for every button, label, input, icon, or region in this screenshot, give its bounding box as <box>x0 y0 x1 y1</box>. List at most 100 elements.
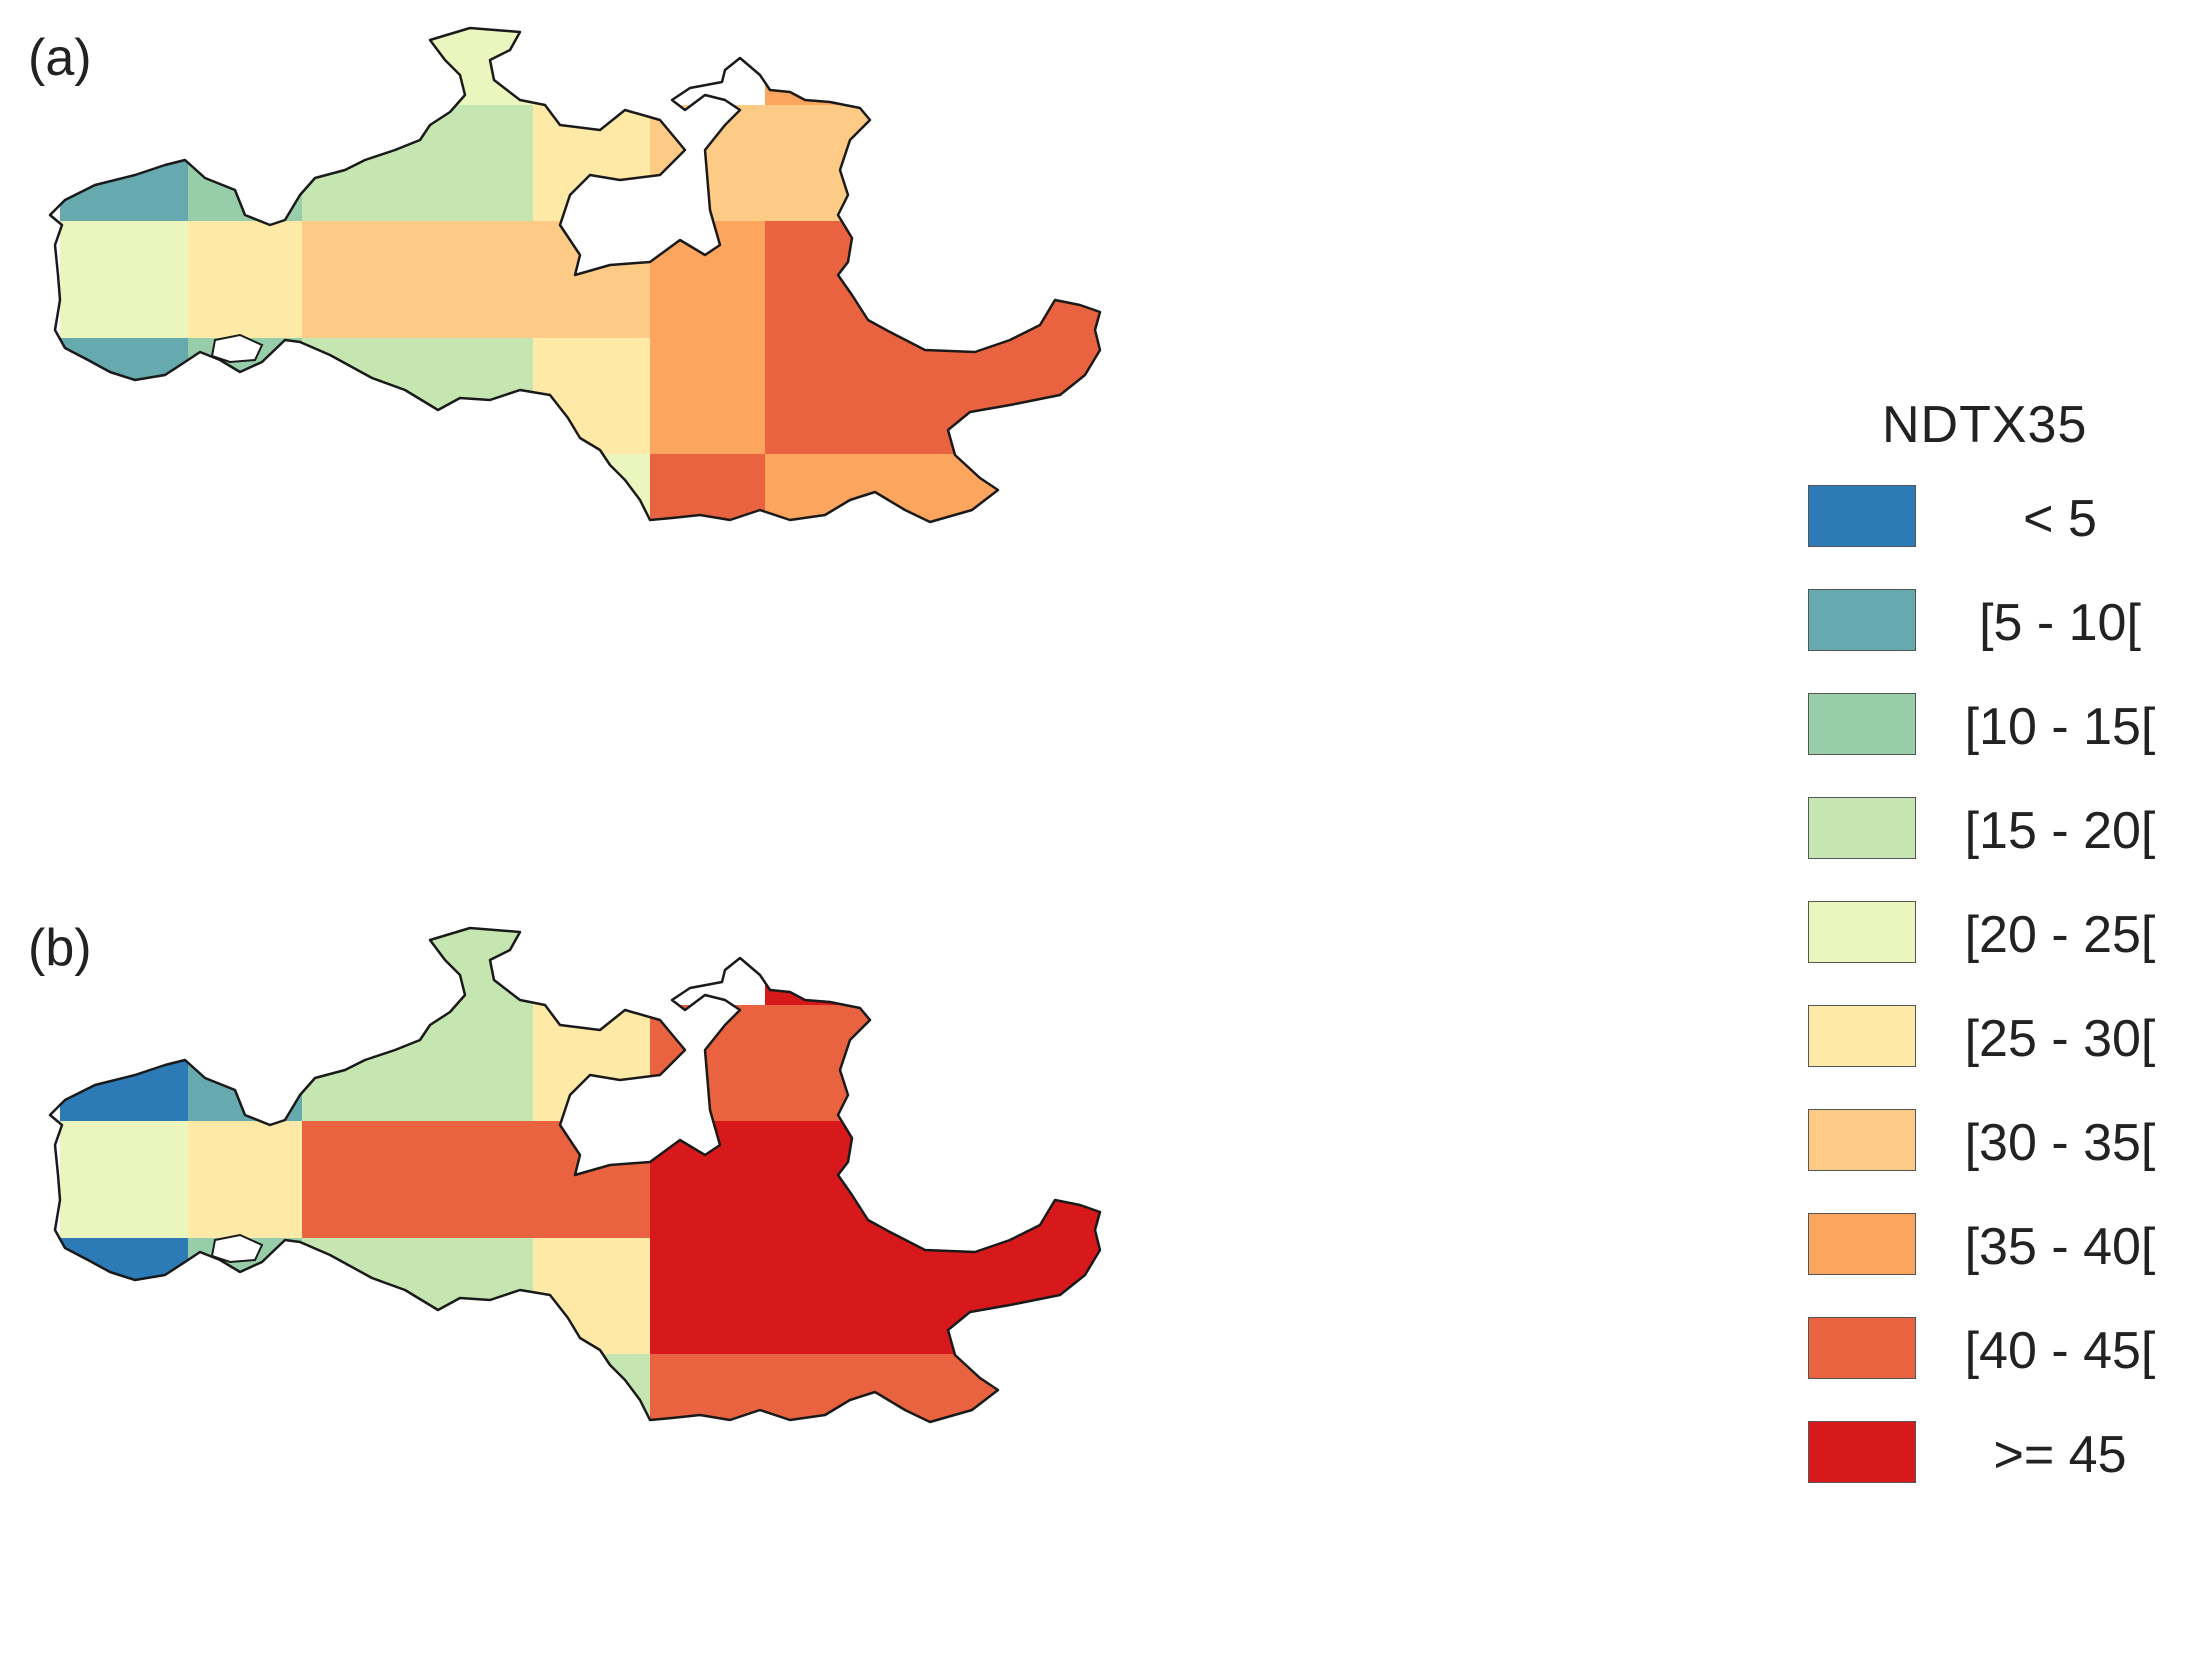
grid-cell <box>650 105 766 222</box>
grid-cell <box>995 1354 1100 1422</box>
grid-cell <box>765 338 881 455</box>
legend-label: [35 - 40[ <box>1964 1218 2156 1276</box>
grid-cells <box>60 928 1211 1422</box>
legend-swatch <box>1808 1213 1916 1275</box>
legend-item: [10 - 15[ <box>1800 693 2200 757</box>
grid-cell <box>1110 221 1211 339</box>
grid-cell <box>302 105 420 222</box>
legend-swatch <box>1808 797 1916 859</box>
grid-cell <box>650 1354 766 1422</box>
grid-cell <box>765 928 881 1006</box>
grid-cell <box>60 221 189 339</box>
panel-b-label: (b) <box>28 919 92 977</box>
grid-cell <box>533 105 651 222</box>
legend-swatch <box>1808 589 1916 651</box>
legend-item: [20 - 25[ <box>1800 901 2200 965</box>
panel-a-label: (a) <box>28 29 92 87</box>
grid-cell <box>188 221 303 339</box>
grid-cell <box>880 28 996 106</box>
legend-label: [15 - 20[ <box>1964 802 2156 860</box>
legend-swatch <box>1808 1005 1916 1067</box>
legend-swatch <box>1808 485 1916 547</box>
grid-cell <box>995 1005 1100 1122</box>
grid-cells <box>60 28 1211 522</box>
grid-cell <box>533 454 651 522</box>
inner-boundary <box>210 1233 264 1264</box>
grid-cell <box>880 1354 996 1422</box>
legend-label: < 5 <box>2023 490 2097 548</box>
inner-boundary <box>210 333 264 364</box>
legend-label: [25 - 30[ <box>1964 1010 2156 1068</box>
grid-cell <box>650 221 766 339</box>
grid-cell <box>765 1238 881 1355</box>
grid-cell <box>302 1238 420 1355</box>
grid-cell <box>533 928 651 1006</box>
grid-cell <box>765 28 881 106</box>
grid-cell <box>650 1121 766 1239</box>
legend-label: [30 - 35[ <box>1964 1114 2156 1172</box>
grid-cell <box>1110 1238 1211 1355</box>
grid-cell <box>1110 338 1211 455</box>
legend-swatch <box>1808 1109 1916 1171</box>
grid-cell <box>650 1238 766 1355</box>
grid-cell <box>995 221 1100 339</box>
grid-cell <box>533 28 651 106</box>
legend-swatch <box>1808 693 1916 755</box>
grid-cell <box>765 105 881 222</box>
grid-cell <box>419 221 534 339</box>
grid-cell <box>533 1005 651 1122</box>
grid-cell <box>765 1005 881 1122</box>
grid-cell <box>419 1005 534 1122</box>
legend-swatch <box>1808 1317 1916 1379</box>
grid-cell <box>302 338 420 455</box>
grid-cell <box>765 1121 881 1239</box>
grid-cell <box>995 928 1100 1006</box>
grid-cell <box>650 338 766 455</box>
legend-item: [5 - 10[ <box>1800 589 2200 653</box>
grid-cell <box>650 454 766 522</box>
grid-cell <box>995 28 1100 106</box>
grid-cell <box>419 1238 534 1355</box>
grid-cell <box>880 928 996 1006</box>
map-panel-a <box>48 26 1211 524</box>
map-panel-b <box>48 926 1211 1424</box>
grid-cell <box>880 105 996 222</box>
region-boundary <box>48 26 1102 524</box>
grid-cell <box>419 1121 534 1239</box>
grid-cell <box>880 338 996 455</box>
grid-cell <box>188 1005 303 1122</box>
grid-cell <box>533 221 651 339</box>
grid-cell <box>533 1354 651 1422</box>
legend-label: [10 - 15[ <box>1964 698 2156 756</box>
grid-cell <box>880 1005 996 1122</box>
grid-cell <box>995 105 1100 222</box>
legend-item: [25 - 30[ <box>1800 1005 2200 1069</box>
grid-cell <box>880 1121 996 1239</box>
legend-item: >= 45 <box>1800 1421 2200 1485</box>
legend-label: >= 45 <box>1993 1426 2127 1484</box>
grid-cell <box>650 1005 766 1122</box>
grid-cell <box>188 105 303 222</box>
legend-item: [15 - 20[ <box>1800 797 2200 861</box>
grid-cell <box>302 1121 420 1239</box>
grid-cell <box>60 1121 189 1239</box>
legend-item: < 5 <box>1800 485 2200 549</box>
legend-swatch <box>1808 901 1916 963</box>
grid-cell <box>995 1121 1100 1239</box>
legend-label: [40 - 45[ <box>1964 1322 2156 1380</box>
legend-item: [40 - 45[ <box>1800 1317 2200 1381</box>
grid-cell <box>880 1238 996 1355</box>
legend-item: [30 - 35[ <box>1800 1109 2200 1173</box>
legend-title: NDTX35 <box>1882 396 2088 454</box>
grid-cell <box>880 221 996 339</box>
grid-cell <box>188 1121 303 1239</box>
region-boundary <box>48 926 1102 1424</box>
legend-swatch <box>1808 1421 1916 1483</box>
grid-cell <box>419 338 534 455</box>
grid-cell <box>880 454 996 522</box>
legend-item: [35 - 40[ <box>1800 1213 2200 1277</box>
grid-cell <box>302 1005 420 1122</box>
grid-cell <box>1110 1121 1211 1239</box>
grid-cell <box>765 221 881 339</box>
